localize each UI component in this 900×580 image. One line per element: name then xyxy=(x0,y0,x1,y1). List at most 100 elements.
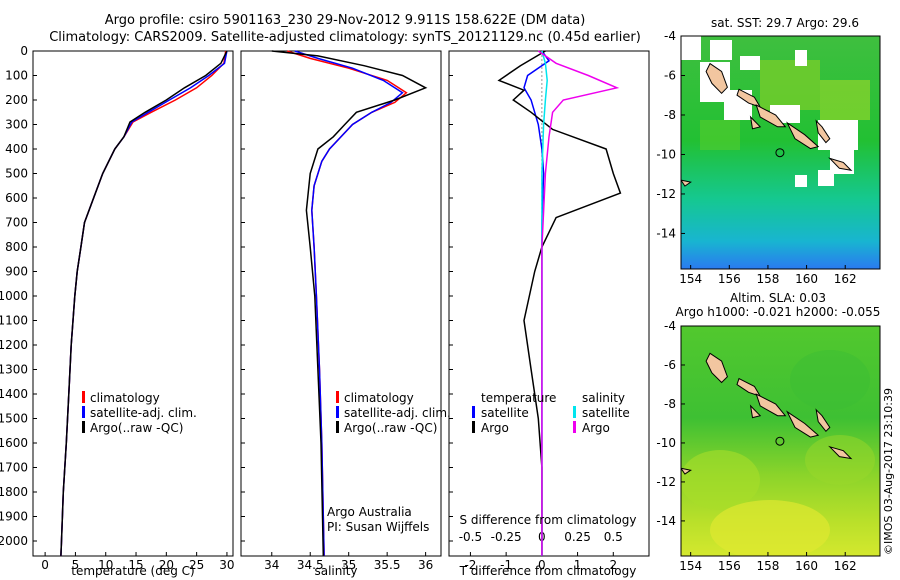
xtick-label: 35 xyxy=(341,558,356,572)
xtick-label: 25 xyxy=(189,558,204,572)
ytick-label: 1100 xyxy=(0,314,28,328)
ytick-label: 300 xyxy=(5,118,28,132)
island-shape xyxy=(736,88,762,109)
map-xtick-label: 154 xyxy=(679,272,702,286)
salinity-xlabel: salinity xyxy=(314,564,357,578)
legend-label-s-satellite: satellite xyxy=(582,406,630,420)
island-shape xyxy=(705,352,728,384)
islands xyxy=(681,352,853,475)
series-line-satellite-adj-clim- xyxy=(294,50,404,556)
difference-xlabel: T difference from climatology xyxy=(459,564,637,578)
xtick-label: -2 xyxy=(464,558,476,572)
ytick-label: 400 xyxy=(5,142,28,156)
ytick-label: 1400 xyxy=(0,387,28,401)
map-ytick-label: -4 xyxy=(664,319,676,333)
ytick-label: 1800 xyxy=(0,485,28,499)
temperature-xlabel: temperature (deg C) xyxy=(71,564,194,578)
legend-swatch-argo xyxy=(336,421,339,433)
temperature-series xyxy=(60,50,228,556)
map-xtick-label: 158 xyxy=(756,559,779,573)
legend-label-argo: Argo(..raw -QC) xyxy=(90,421,183,435)
ytick-label: 600 xyxy=(5,191,28,205)
ytick-label: 200 xyxy=(5,93,28,107)
legend-label-climatology: climatology xyxy=(344,391,414,405)
legend-swatch-t-satellite xyxy=(472,406,475,418)
salinity-legend: climatology satellite-adj. clim. Argo(..… xyxy=(327,391,451,534)
map-ytick-label: -6 xyxy=(664,358,676,372)
island-shape xyxy=(736,377,762,398)
ytick-label: 2000 xyxy=(0,534,28,548)
ytick-label: 500 xyxy=(5,167,28,181)
island-shape xyxy=(705,62,728,95)
map-ytick-label: -8 xyxy=(664,108,676,122)
legend-label-satellite: satellite-adj. clim. xyxy=(90,406,197,420)
sla-map-subtitle: Argo h1000: -0.021 h2000: -0.055 xyxy=(676,305,881,319)
island-shape xyxy=(815,408,831,433)
island-shape xyxy=(755,104,787,128)
sla-patches xyxy=(681,350,875,556)
difference-series xyxy=(497,50,622,556)
header-line2: Climatology: CARS2009. Satellite-adjuste… xyxy=(49,30,641,45)
map-xtick-label: 162 xyxy=(834,272,857,286)
island-shape xyxy=(828,157,853,172)
argo-location-marker xyxy=(775,436,785,446)
ytick-label: 900 xyxy=(5,265,28,279)
xtick-label: 30 xyxy=(219,558,234,572)
island-shape xyxy=(749,115,762,130)
island-shape xyxy=(681,467,692,475)
legend-swatch-argo xyxy=(82,421,85,433)
series-line-argo-raw-qc- xyxy=(60,50,228,556)
series-line-s-satellite xyxy=(541,50,548,556)
map-ytick-label: -10 xyxy=(656,147,676,161)
map-ytick-label: -14 xyxy=(656,226,676,240)
legend-label-satellite: satellite-adj. clim. xyxy=(344,406,451,420)
xtick-label: 35.5 xyxy=(374,558,401,572)
series-line-satellite-adj-clim- xyxy=(60,50,228,556)
xtick-label: 0 xyxy=(538,558,546,572)
sst-map-ticks: 154 156 158 160 162 -4 -6 -8 -10 -12 -14 xyxy=(656,29,856,286)
sst-map-title: sat. SST: 29.7 Argo: 29.6 xyxy=(711,16,859,30)
series-line-climatology xyxy=(286,50,408,556)
legend-swatch-climatology xyxy=(82,391,85,403)
map-xtick-label: 154 xyxy=(679,559,702,573)
xtick-label: 15 xyxy=(128,558,143,572)
xtick-label: 34.5 xyxy=(297,558,324,572)
ytick-label: 1900 xyxy=(0,510,28,524)
sst-patches xyxy=(700,60,870,150)
ytick-label: 1600 xyxy=(0,436,28,450)
credit-text: ©IMOS 03-Aug-2017 23:10:39 xyxy=(882,388,895,555)
xtick-label: 1 xyxy=(574,558,582,572)
ytick-label: 700 xyxy=(5,216,28,230)
ytick-label: 1500 xyxy=(0,412,28,426)
argo-location-marker xyxy=(775,148,785,158)
island-shape xyxy=(786,121,820,150)
ytick-label: 1300 xyxy=(0,363,28,377)
island-shape xyxy=(786,410,820,438)
map-xtick-label: 156 xyxy=(718,559,741,573)
xtick-label: 36 xyxy=(418,558,433,572)
salinity-ticks: 34 34.5 35 35.5 36 xyxy=(264,552,433,572)
ytick-label: 1000 xyxy=(0,289,28,303)
ytick-label: 0 xyxy=(20,44,28,58)
islands xyxy=(681,62,853,187)
temperature-axes xyxy=(32,50,234,557)
series-line-s-argo xyxy=(537,50,620,556)
sst-map xyxy=(681,36,880,269)
legend-swatch-satellite xyxy=(336,406,339,418)
salinity-series xyxy=(271,50,428,556)
map-xtick-label: 162 xyxy=(834,559,857,573)
ytick-label: 800 xyxy=(5,240,28,254)
xtick-label: -1 xyxy=(500,558,512,572)
annotation-argo-australia: Argo Australia xyxy=(327,505,412,519)
sla-map-title: Altim. SLA: 0.03 xyxy=(730,291,826,305)
map-ytick-label: -12 xyxy=(656,475,676,489)
xtick-label: 20 xyxy=(159,558,174,572)
legend-title-temperature: temperature xyxy=(481,391,556,405)
legend-label-argo: Argo(..raw -QC) xyxy=(344,421,437,435)
header-line1: Argo profile: csiro 5901163_230 29-Nov-2… xyxy=(105,13,586,28)
sla-map-frame xyxy=(680,325,881,557)
legend-swatch-t-argo xyxy=(472,421,475,433)
legend-label-s-argo: Argo xyxy=(582,421,610,435)
map-xtick-label: 160 xyxy=(795,272,818,286)
